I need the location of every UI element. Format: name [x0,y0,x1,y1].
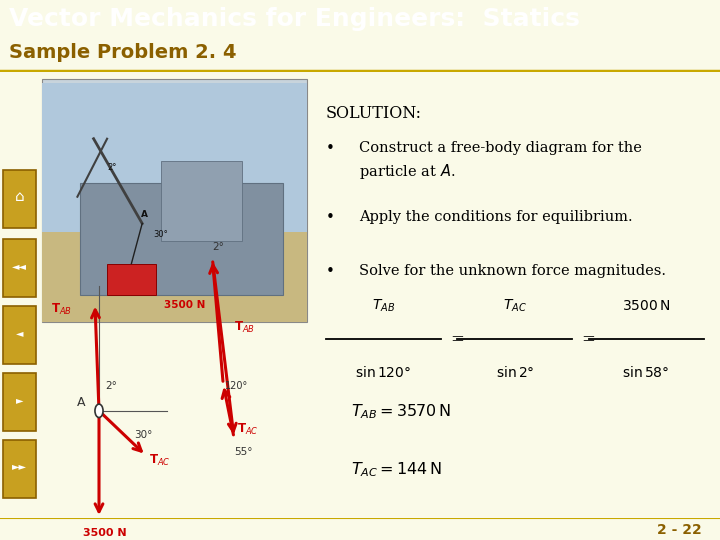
Bar [3,306,37,364]
Text: Apply the conditions for equilibrium.: Apply the conditions for equilibrium. [359,210,632,224]
Text: SOLUTION:: SOLUTION: [326,105,422,122]
Text: $\sin 120°$: $\sin 120°$ [356,366,412,380]
Bar [42,83,307,232]
Text: 120°: 120° [225,381,248,390]
Text: Construct a free-body diagram for the
particle at $A$.: Construct a free-body diagram for the pa… [359,141,642,181]
Text: Sample Problem 2. 4: Sample Problem 2. 4 [9,43,236,62]
Text: 30°: 30° [134,430,153,440]
Text: $T_{AC} = 144\,\mathrm{N}$: $T_{AC} = 144\,\mathrm{N}$ [351,460,441,478]
Text: Solve for the unknown force magnitudes.: Solve for the unknown force magnitudes. [359,264,666,278]
Text: 2°: 2° [106,381,117,390]
Text: ◄◄: ◄◄ [12,261,27,271]
Text: ⌂: ⌂ [15,189,24,204]
Text: 3500 N: 3500 N [164,300,205,310]
Bar [3,239,37,297]
Text: $\mathbf{T}_{AB}$: $\mathbf{T}_{AB}$ [234,320,255,335]
Text: 55°: 55° [234,448,253,457]
Bar [3,170,37,228]
Text: $T_{AC}$: $T_{AC}$ [503,298,527,314]
Text: $\sin 58°$: $\sin 58°$ [622,366,670,380]
Text: Vector Mechanics for Engineers:  Statics: Vector Mechanics for Engineers: Statics [9,6,580,31]
Text: 30°: 30° [153,230,168,239]
Bar [107,264,156,295]
Text: $T_{AB}$: $T_{AB}$ [372,298,395,314]
Text: •: • [326,141,335,156]
Text: $\mathbf{T}_{AC}$: $\mathbf{T}_{AC}$ [148,454,170,468]
Bar [3,373,37,431]
Bar [3,440,37,498]
Text: •: • [326,264,335,279]
Text: $3500\,\mathrm{N}$: $3500\,\mathrm{N}$ [622,299,670,313]
Text: ◄: ◄ [16,328,24,338]
Text: $T_{AB} = 3570\,\mathrm{N}$: $T_{AB} = 3570\,\mathrm{N}$ [351,402,451,421]
Text: 3500 N: 3500 N [83,528,126,538]
Text: A: A [78,396,86,409]
Text: =: = [582,331,595,348]
Text: $\mathbf{T}_{AC}$: $\mathbf{T}_{AC}$ [237,422,258,437]
Text: ►: ► [16,395,24,404]
Text: 2°: 2° [212,242,224,252]
Text: 2°: 2° [107,163,117,172]
Circle shape [95,404,103,417]
Text: $\sin 2°$: $\sin 2°$ [495,366,534,380]
Text: $\mathbf{T}_{AB}$: $\mathbf{T}_{AB}$ [50,302,72,317]
Bar [161,161,242,241]
Bar [80,183,283,295]
Text: A: A [141,210,148,219]
Bar [42,78,307,322]
Text: 2 - 22: 2 - 22 [657,523,702,537]
Text: =: = [451,331,464,348]
Text: ►►: ►► [12,462,27,471]
Text: •: • [326,210,335,225]
Bar [42,232,307,322]
